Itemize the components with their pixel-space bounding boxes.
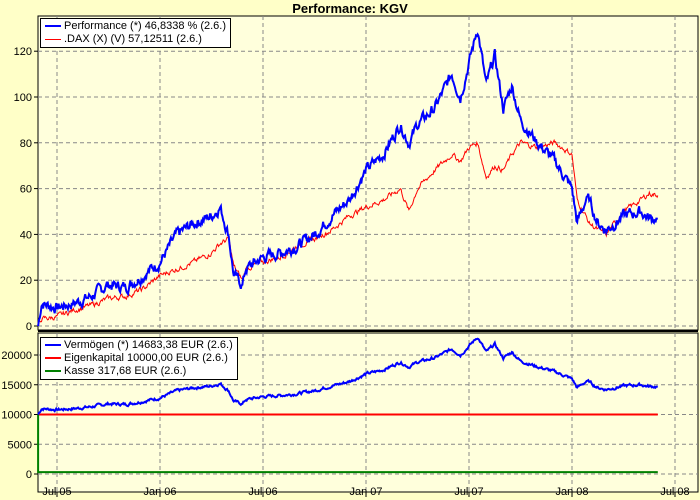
y-tick-label: 20000 <box>1 350 32 362</box>
legend-item-eigenkapital: Eigenkapital 10000,00 EUR (2.6.) <box>45 352 233 365</box>
legend-label: Vermögen (*) 14683,38 EUR (2.6.) <box>64 339 233 351</box>
y-tick-label: 0 <box>26 469 32 481</box>
x-tick-label: Jan 08 <box>555 486 588 498</box>
legend-swatch-blue <box>45 25 61 28</box>
legend-label: Performance (*) 46,8338 % (2.6.) <box>64 20 227 32</box>
y-tick-label: 100 <box>14 92 32 104</box>
y-tick-label: 80 <box>20 138 32 150</box>
legend-bottom: Vermögen (*) 14683,38 EUR (2.6.) Eigenka… <box>40 337 238 380</box>
x-tick-label: Jan 06 <box>143 486 176 498</box>
y-tick-label: 40 <box>20 229 32 241</box>
legend-item-performance: Performance (*) 46,8338 % (2.6.) <box>45 20 226 33</box>
x-tick-label: Jan 07 <box>349 486 382 498</box>
x-tick-label: Jul 07 <box>454 486 483 498</box>
plot-area <box>37 15 699 331</box>
chart-title: Performance: KGV <box>292 1 408 16</box>
y-tick-label: 5000 <box>8 439 32 451</box>
legend-swatch-red <box>45 357 61 360</box>
x-tick-label: Jul 05 <box>42 486 71 498</box>
series-line-vermoegen <box>37 337 658 415</box>
legend-swatch-red <box>45 38 61 40</box>
y-tick-label: 15000 <box>1 380 32 392</box>
y-tick-label: 20 <box>20 275 32 287</box>
legend-swatch-green <box>45 370 61 373</box>
legend-swatch-blue <box>45 344 61 347</box>
legend-item-dax: .DAX (X) (V) 57,12511 (2.6.) <box>45 33 226 46</box>
legend-item-kasse: Kasse 317,68 EUR (2.6.) <box>45 365 233 378</box>
legend-top: Performance (*) 46,8338 % (2.6.) .DAX (X… <box>40 18 232 48</box>
series-line-performance <box>37 32 659 327</box>
y-tick-label: 0 <box>26 321 32 333</box>
legend-label: Eigenkapital 10000,00 EUR (2.6.) <box>64 352 228 364</box>
x-tick-label: Jul 06 <box>248 486 277 498</box>
series-line-kasse <box>37 414 658 474</box>
legend-label: .DAX (X) (V) 57,12511 (2.6.) <box>64 33 202 45</box>
legend-item-vermoegen: Vermögen (*) 14683,38 EUR (2.6.) <box>45 339 233 352</box>
y-tick-label: 60 <box>20 184 32 196</box>
y-tick-label: 10000 <box>1 410 32 422</box>
y-tick-label: 120 <box>14 46 32 58</box>
legend-label: Kasse 317,68 EUR (2.6.) <box>64 365 187 377</box>
series-line-dax <box>37 138 659 325</box>
x-tick-label: Jul 08 <box>660 486 689 498</box>
